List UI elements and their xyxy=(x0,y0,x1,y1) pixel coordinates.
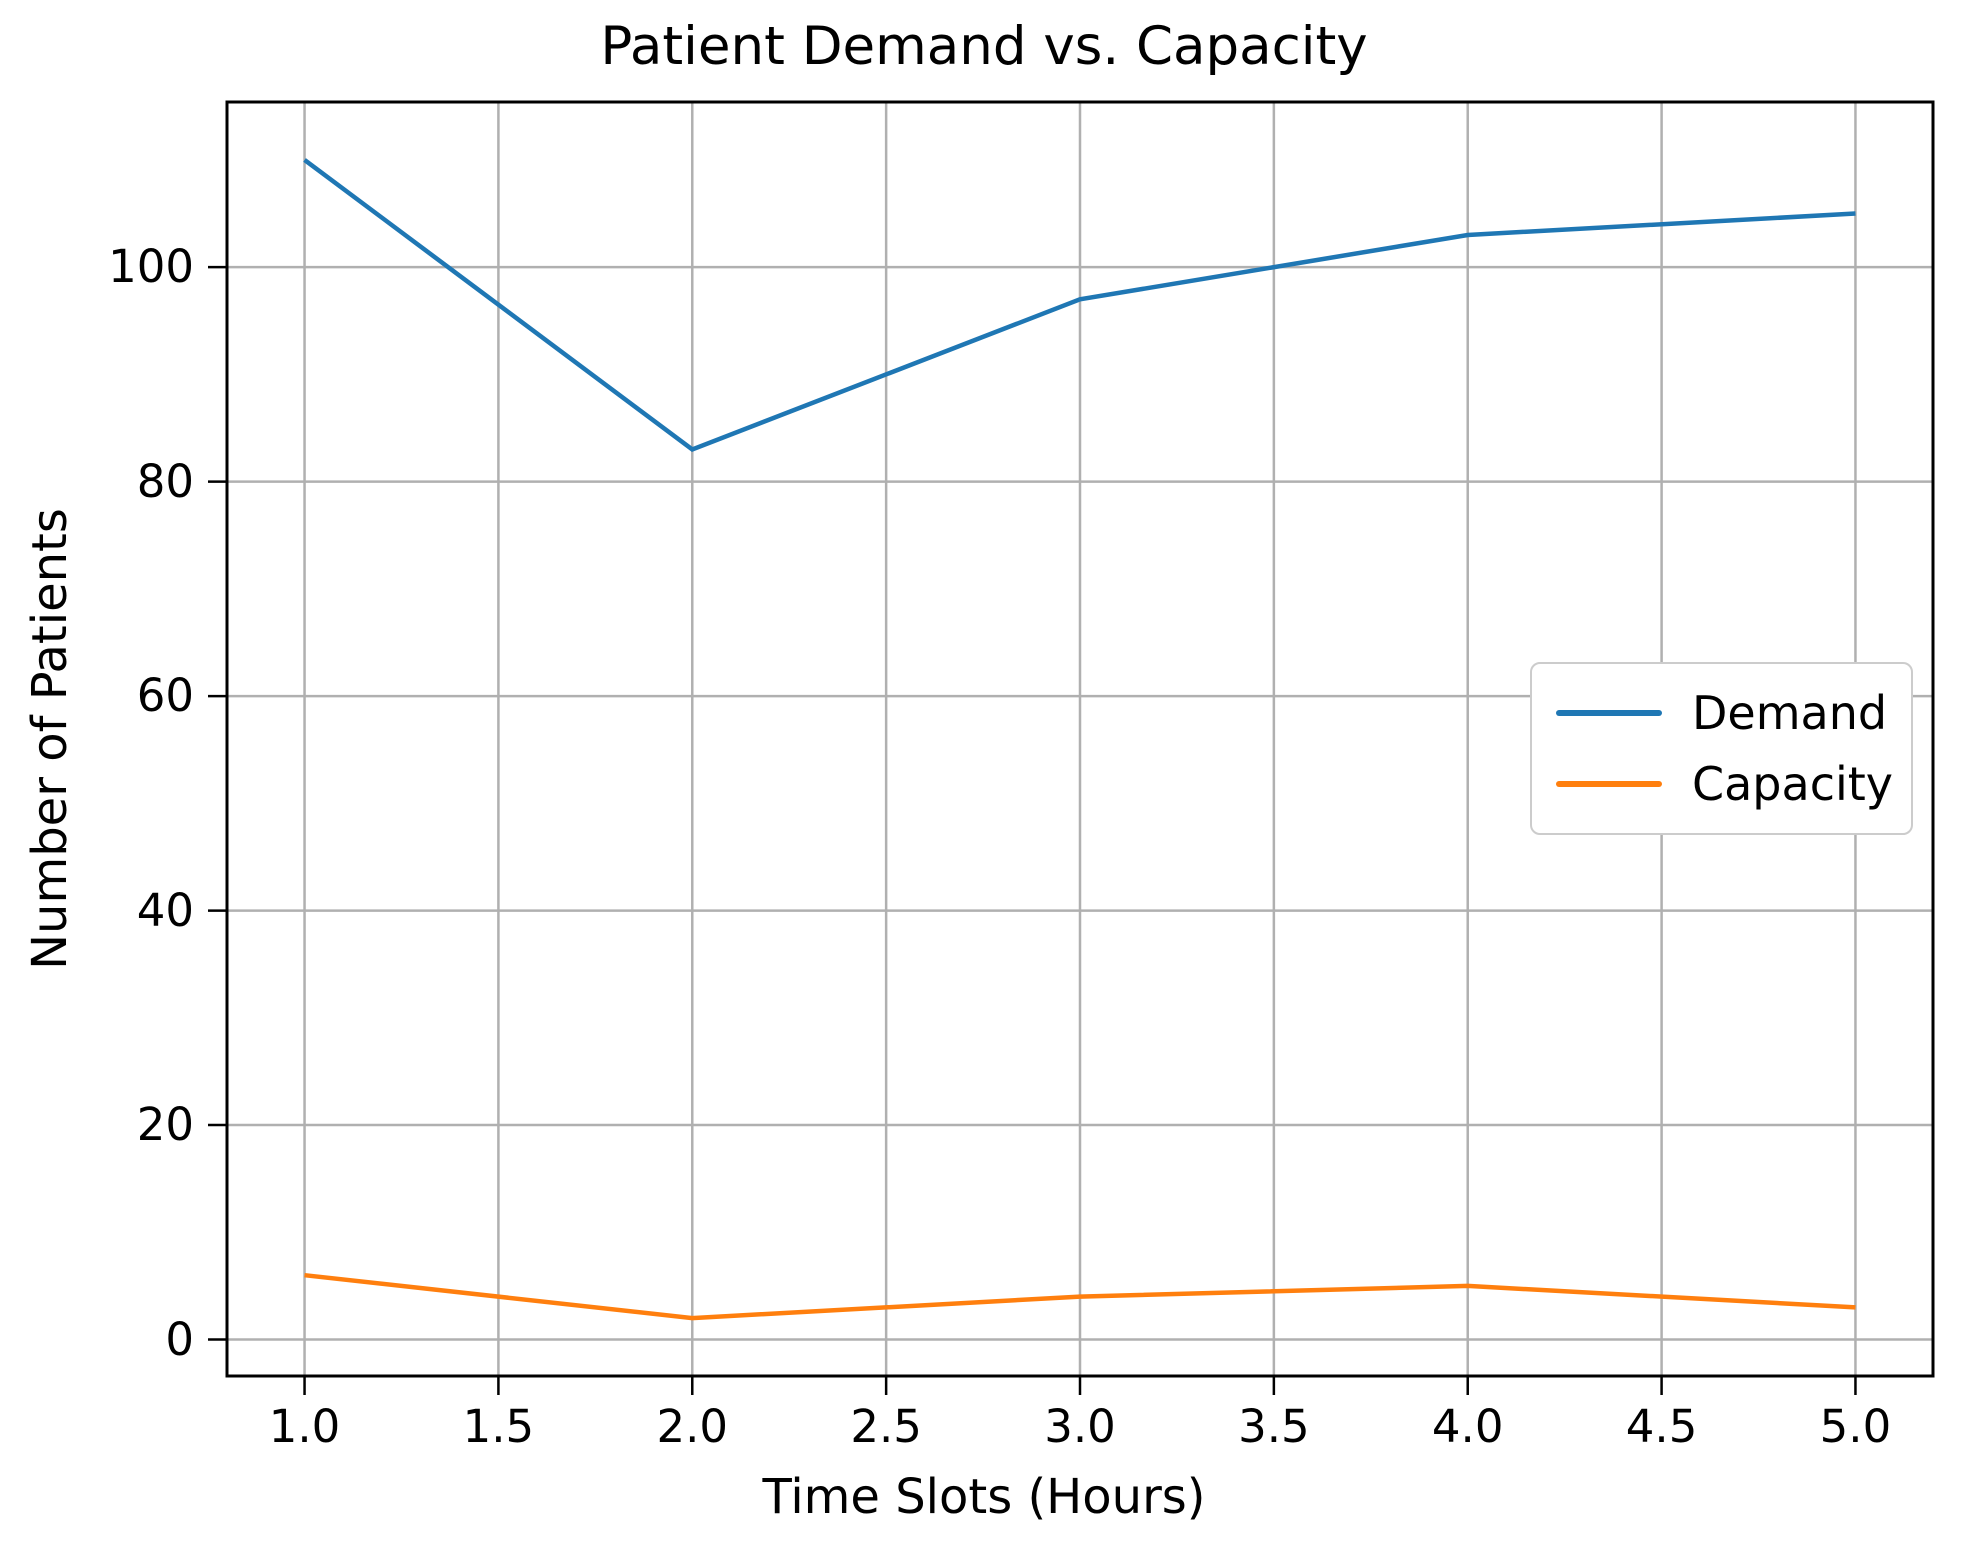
series-line-capacity xyxy=(304,1272,1856,1321)
chart-title: Patient Demand vs. Capacity xyxy=(600,16,1368,77)
x-tick-label: 4.0 xyxy=(1431,1400,1504,1453)
legend-entry-demand: Demand xyxy=(1556,686,1887,740)
legend-entry-capacity: Capacity xyxy=(1556,757,1893,811)
legend-label-demand: Demand xyxy=(1692,686,1888,741)
x-tick-label: 3.5 xyxy=(1238,1400,1310,1453)
plot-frame xyxy=(225,100,1935,1378)
y-tick-label: 100 xyxy=(108,240,194,294)
y-tick-label: 60 xyxy=(136,669,194,723)
y-tick-label: 80 xyxy=(136,454,194,508)
x-tick-label: 5.0 xyxy=(1819,1400,1892,1453)
x-tick-label: 2.5 xyxy=(850,1400,922,1453)
y-tick-label: 20 xyxy=(136,1098,194,1152)
y-tick-label: 0 xyxy=(165,1312,194,1366)
legend-label-capacity: Capacity xyxy=(1692,756,1894,811)
capacity-line-swatch xyxy=(1556,780,1662,787)
x-tick-label: 2.0 xyxy=(656,1400,729,1453)
x-tick-label: 3.0 xyxy=(1044,1400,1116,1453)
legend: Demand Capacity xyxy=(1530,662,1913,835)
x-tick-label: 4.5 xyxy=(1625,1400,1698,1453)
x-axis-label: Time Slots (Hours) xyxy=(762,1469,1206,1525)
y-tick-label: 40 xyxy=(136,883,194,937)
x-tick-label: 1.0 xyxy=(268,1400,341,1453)
x-tick-label: 1.5 xyxy=(462,1400,535,1453)
series-line-demand xyxy=(303,158,1856,453)
demand-line-swatch xyxy=(1556,710,1662,717)
